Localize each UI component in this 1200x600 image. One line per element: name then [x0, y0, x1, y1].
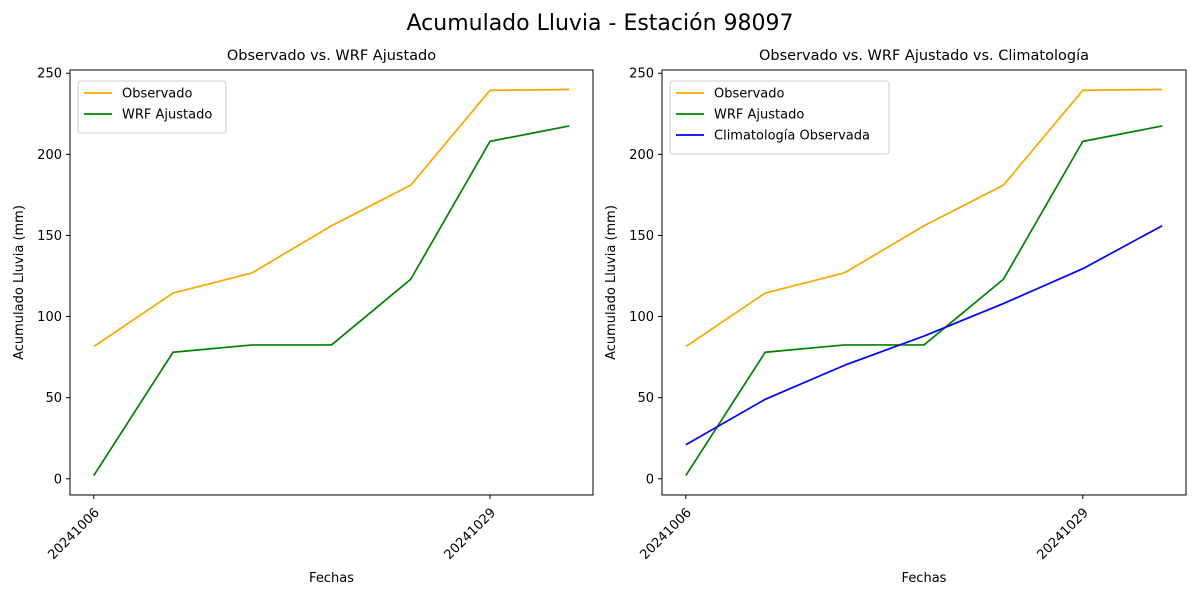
chart-panel-right: Observado vs. WRF Ajustado vs. Climatolo…: [604, 48, 1187, 586]
subplot-title: Observado vs. WRF Ajustado vs. Climatolo…: [759, 48, 1089, 64]
series-line-0: [93, 88, 570, 348]
x-axis-label: Fechas: [902, 571, 947, 586]
series-line-2: [685, 224, 1163, 446]
y-tick-label: 250: [629, 67, 654, 82]
y-tick-label: 250: [37, 67, 62, 82]
legend-box: [77, 80, 227, 134]
y-tick-label: 0: [646, 472, 654, 487]
y-tick-label: 0: [54, 472, 62, 487]
legend-entry-0: Observado: [122, 87, 193, 102]
y-axis-label: Acumulado Lluvia (mm): [12, 205, 27, 360]
axes-frame: [69, 69, 594, 496]
y-tick-label: 200: [629, 148, 654, 163]
series-line-1: [93, 125, 570, 476]
x-axis-label: Fechas: [309, 571, 354, 586]
x-tick-label: 20241029: [1034, 505, 1091, 562]
legend: Observado WRF Ajustado: [77, 80, 227, 134]
legend-box: [669, 80, 890, 155]
axes-frame: [661, 69, 1187, 496]
y-tick-label: 100: [37, 310, 62, 325]
legend-entry-0: Observado: [714, 87, 785, 102]
subplot-title: Observado vs. WRF Ajustado: [227, 48, 436, 64]
y-tick-label: 50: [45, 391, 62, 406]
x-tick-label: 20241006: [637, 505, 694, 562]
chart-panel-left: Observado vs. WRF Ajustado 0 50 100 150 200 25…: [12, 48, 594, 586]
x-tick-label: 20241006: [45, 505, 102, 562]
y-tick-label: 100: [629, 310, 654, 325]
legend-entry-2: Climatología Observada: [714, 129, 870, 144]
y-tick-label: 200: [37, 148, 62, 163]
legend-entry-1: WRF Ajustado: [122, 108, 212, 123]
series-line-1: [685, 125, 1163, 476]
y-axis-label: Acumulado Lluvia (mm): [604, 205, 619, 360]
y-tick-label: 150: [629, 229, 654, 244]
series-line-0: [685, 88, 1163, 348]
y-tick-label: 150: [37, 229, 62, 244]
figure-title: Acumulado Lluvia - Estación 98097: [407, 11, 794, 36]
legend-entry-1: WRF Ajustado: [714, 108, 804, 123]
legend: Observado WRF Ajustado Climatología Observ…: [669, 80, 890, 155]
y-tick-label: 50: [637, 391, 654, 406]
x-tick-label: 20241029: [442, 505, 499, 562]
